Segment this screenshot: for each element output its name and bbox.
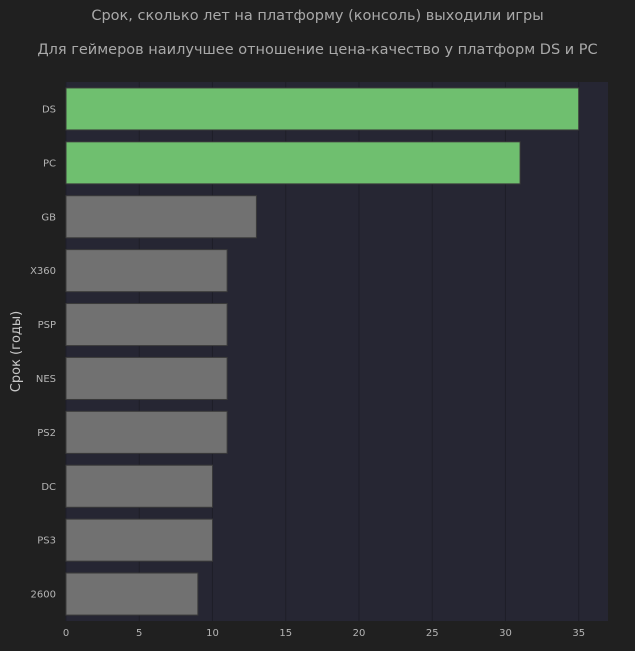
x-tick-label: 30 — [499, 628, 512, 639]
bar-ps3 — [65, 518, 213, 562]
x-tick-label: 15 — [279, 628, 292, 639]
chart-subtitle: Для геймеров наилучшее отношение цена-ка… — [37, 42, 598, 58]
y-tick-label: GB — [41, 212, 56, 223]
y-tick-label: DS — [42, 104, 56, 115]
y-tick-label: PS3 — [37, 536, 56, 547]
y-tick-label: NES — [36, 374, 56, 385]
y-tick-label: PC — [43, 158, 56, 169]
bar-ps2 — [65, 410, 228, 454]
x-tick-label: 5 — [136, 628, 142, 639]
bar-x360 — [65, 249, 228, 293]
bar-gb — [65, 195, 257, 239]
bar-pc — [65, 141, 521, 185]
x-tick-label: 0 — [63, 628, 69, 639]
bar-nes — [65, 356, 228, 400]
x-tick-label: 25 — [426, 628, 439, 639]
bar-ds — [65, 87, 580, 131]
bar-dc — [65, 464, 213, 508]
chart-title: Срок, сколько лет на платформу (консоль)… — [91, 8, 544, 24]
y-tick-label: PS2 — [37, 428, 56, 439]
x-tick-label: 10 — [206, 628, 219, 639]
bar-2600 — [65, 572, 199, 616]
y-tick-label: DC — [41, 482, 56, 493]
y-tick-label: X360 — [30, 266, 56, 277]
x-tick-label: 35 — [572, 628, 585, 639]
y-axis-label: Срок (годы) — [9, 311, 24, 392]
bar-psp — [65, 303, 228, 347]
y-tick-label: PSP — [38, 320, 56, 331]
x-tick-label: 20 — [353, 628, 366, 639]
y-tick-label: 2600 — [31, 590, 56, 601]
